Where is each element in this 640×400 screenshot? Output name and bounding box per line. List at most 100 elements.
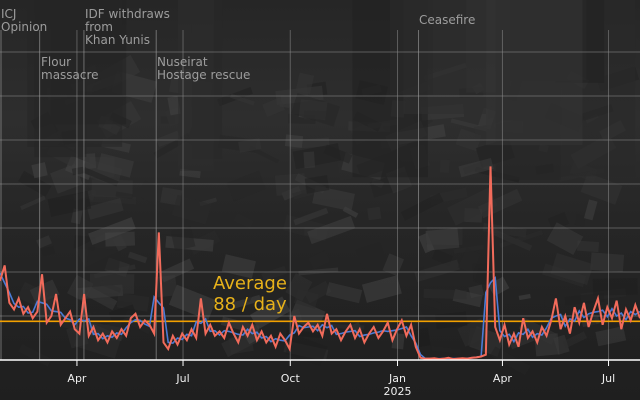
building-shape (27, 0, 123, 147)
rubble-shape (553, 334, 570, 355)
rubble-shape (232, 294, 262, 309)
rubble-shape (179, 168, 201, 179)
event-label-ceasefire: Ceasefire (419, 13, 476, 27)
rubble-shape (112, 235, 127, 252)
rubble-shape (518, 293, 531, 301)
event-label-flour-massacre: Flour massacre (41, 55, 99, 82)
rubble-shape (583, 199, 598, 221)
rubble-shape (323, 144, 353, 164)
event-label-idf-withdraws: IDF withdraws from Khan Yunis (85, 7, 170, 47)
rubble-shape (457, 247, 481, 274)
rubble-shape (355, 241, 387, 270)
rubble-shape (156, 130, 181, 147)
rubble-shape (85, 286, 118, 311)
rubble-shape (564, 292, 605, 306)
rubble-shape (226, 275, 258, 303)
average-label-title: Average (213, 273, 287, 294)
rubble-shape (303, 151, 316, 169)
rubble-shape (468, 284, 485, 299)
rubble-shape (86, 246, 121, 272)
building-shape (178, 0, 214, 171)
gridlines (0, 30, 640, 360)
rubble-shape (414, 259, 460, 283)
rubble-shape (592, 278, 638, 296)
rubble-shape (590, 252, 625, 273)
rubble-shape (295, 72, 315, 95)
daily-series-line (0, 166, 640, 361)
rubble-shape (402, 305, 428, 331)
rubble-shape (82, 167, 119, 187)
rubble-shape (439, 159, 450, 173)
rubble-shape (412, 327, 431, 348)
rubble-shape (293, 288, 319, 309)
rubble-shape (262, 97, 285, 118)
rubble-shape (400, 192, 444, 221)
rubble-shape (115, 191, 134, 200)
rubble-shape (116, 292, 150, 312)
rubble-shape (562, 331, 588, 349)
rubble-shape (547, 211, 570, 231)
x-tick-label: Jul (601, 372, 615, 385)
rubble-shape (293, 207, 329, 226)
rubble-shape (86, 197, 124, 220)
rubble-shape (367, 206, 382, 221)
rubble-shape (467, 327, 482, 348)
rubble-shape (233, 213, 254, 229)
rubble-shape (308, 250, 331, 270)
rubble-shape (447, 187, 498, 226)
rubble-shape (307, 215, 356, 245)
rubble-shape (402, 291, 442, 310)
x-tick-label: Apr (493, 372, 513, 385)
rubble-shape (574, 214, 586, 227)
rubble-shape (577, 240, 600, 253)
x-tick-label: Jan (388, 372, 406, 385)
rubble-shape (288, 299, 326, 331)
rubble-shape (127, 251, 148, 264)
rubble-shape (423, 288, 467, 300)
rubble-shape (168, 284, 217, 321)
rubble-shape (546, 222, 584, 255)
x-tick-label: Jul (175, 372, 189, 385)
rubble-shape (291, 93, 340, 127)
rubble-shape (238, 138, 262, 153)
rubble-shape (425, 228, 460, 251)
event-lines (0, 30, 420, 360)
rubble-shape (97, 153, 134, 178)
rubble-shape (518, 317, 557, 345)
rubble-shape (230, 93, 255, 106)
rolling-average-line (0, 272, 640, 360)
rubble-shape (159, 258, 195, 283)
rubble-shape (482, 222, 527, 238)
rubble-shape (167, 95, 181, 116)
rubble-shape (47, 190, 92, 217)
rubble-shape (171, 194, 212, 225)
rubble-shape (595, 326, 627, 347)
rubble-shape (550, 252, 594, 285)
rubble-shape (226, 170, 266, 202)
x-tick-year-label: 2025 (384, 385, 412, 398)
rubble-shape (382, 253, 405, 277)
average-label-value: 88 / day (213, 294, 287, 315)
rubble-shape (458, 157, 494, 178)
rubble-shape (431, 346, 462, 354)
rubble-shape (391, 332, 405, 350)
rubble-shape (261, 265, 288, 282)
x-tick-label: Oct (281, 372, 301, 385)
rubble-shape (71, 166, 85, 176)
x-tick-label: Apr (67, 372, 87, 385)
rubble-shape (88, 217, 136, 245)
rubble-shape (298, 267, 339, 276)
rubble-shape (499, 229, 544, 248)
rubble-shape (84, 153, 97, 169)
rubble-shape (490, 346, 531, 376)
rubble-shape (580, 172, 623, 205)
rubble-shape (325, 282, 363, 304)
rubble-shape (284, 134, 304, 148)
rubble-shape (285, 334, 328, 367)
rubble-shape (431, 248, 454, 266)
rubble-shape (544, 294, 557, 308)
